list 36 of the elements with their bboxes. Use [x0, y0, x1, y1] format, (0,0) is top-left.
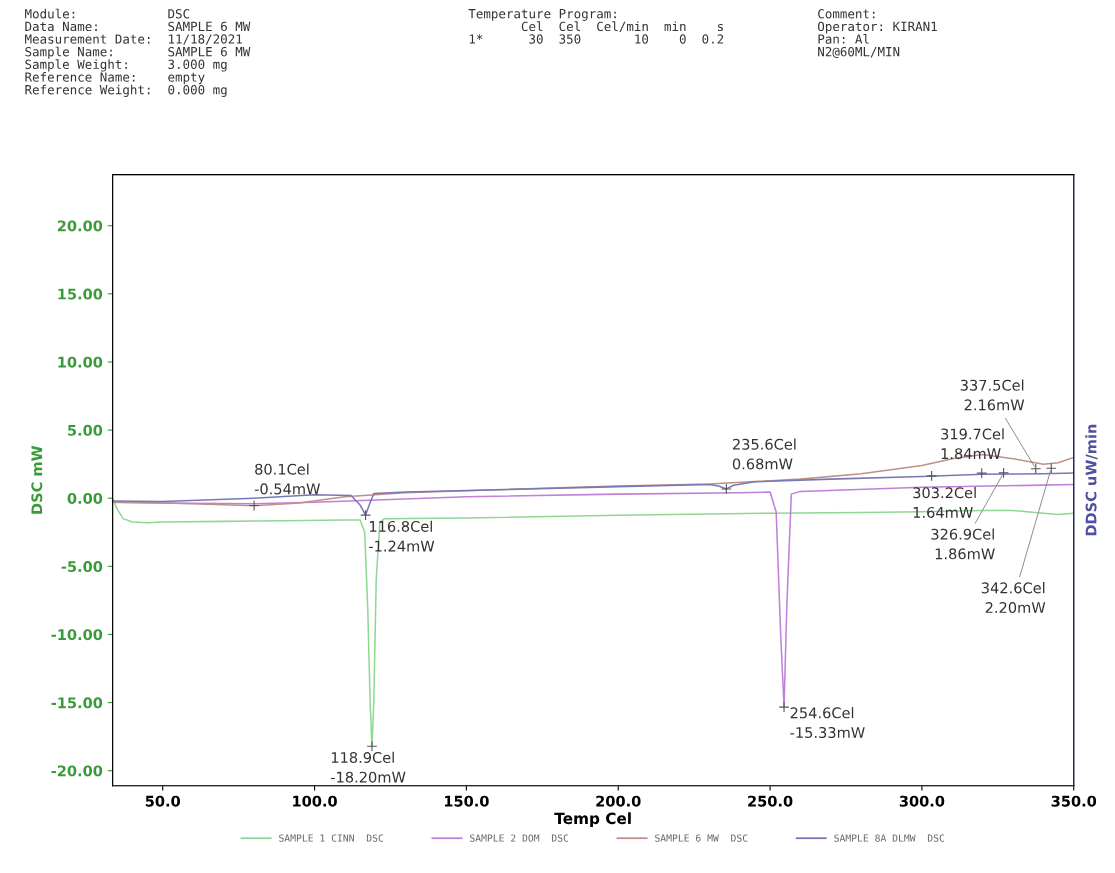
text: Module: DSC Data Name: SAMPLE 6 MW Measurement Date: 11/18/2021 Sample Name: SAMPLE 6 MW Sample Weight: 3.000 mg Reference Name: empty Reference Weight: 0.000 mg: [25, 8, 251, 97]
annotation: 319.7Cel 1.84mW: [941, 428, 1004, 460]
annotation: 118.9Cel -18.20mW: [331, 751, 406, 783]
x-tick-label: 350.0: [1051, 795, 1097, 807]
y-tick-label: 15.00: [58, 288, 103, 300]
annotation: 342.6Cel 2.20mW: [981, 582, 1046, 614]
annotation: 235.6Cel 0.68mW: [732, 438, 796, 470]
y-tick-label: -20.00: [51, 765, 103, 777]
x-tick-label: 50.0: [145, 795, 181, 807]
legend-label: SAMPLE 8A DLMW DSC: [834, 834, 945, 842]
annotation: 80.1Cel -0.54mW: [254, 463, 321, 495]
y-axis-title: DSC mW: [31, 445, 43, 514]
x-tick-label: 200.0: [596, 795, 641, 807]
y-tick-label: 10.00: [58, 356, 103, 368]
text: Comment: Operator: KIRAN1 Pan: Al N2@60ML/MIN: [818, 9, 937, 59]
y-tick-label: -5.00: [61, 561, 103, 573]
annotation: 326.9Cel 1.86mW: [931, 528, 995, 560]
legend-label: SAMPLE 6 MW DSC: [655, 834, 748, 842]
y-tick-label: 0.00: [67, 492, 103, 504]
annotation: 254.6Cel -15.33mW: [790, 707, 865, 739]
x-tick-label: 250.0: [748, 795, 793, 807]
annotation: 116.8Cel -1.24mW: [369, 520, 435, 552]
y-tick-label: -15.00: [51, 697, 103, 709]
x-tick-label: 100.0: [293, 795, 337, 807]
x-tick-label: 150.0: [444, 795, 489, 807]
x-tick-label: 300.0: [899, 795, 945, 807]
y-tick-label: 5.00: [68, 424, 103, 436]
y-tick-label: 20.00: [57, 220, 103, 232]
legend-label: SAMPLE 2 DOM DSC: [470, 834, 569, 842]
text: Temperature Program: Cel Cel Cel/min min s 1* 30 350 10 0 0.2: [468, 9, 724, 44]
x-axis-title: Temp Cel: [554, 812, 631, 828]
legend-label: SAMPLE 1 CINN DSC: [279, 834, 384, 842]
y2-axis-title: DDSC uW/min: [1085, 424, 1098, 536]
annotation: 337.5Cel 2.16mW: [960, 379, 1025, 411]
y-tick-label: -10.00: [51, 629, 103, 641]
annotation: 303.2Cel 1.64mW: [913, 486, 976, 518]
